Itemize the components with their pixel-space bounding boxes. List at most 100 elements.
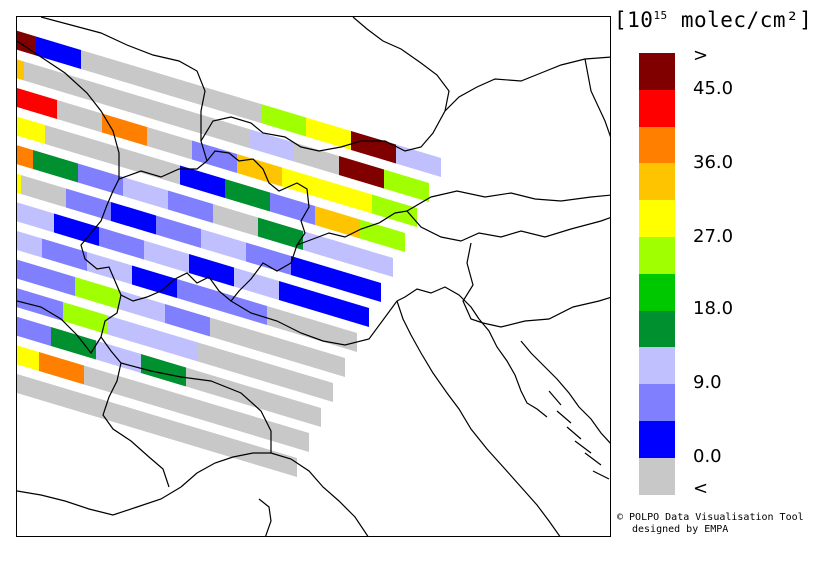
swath-pixel <box>225 179 270 212</box>
corsica-outline <box>258 498 272 536</box>
swath-pixel <box>129 379 174 412</box>
swath-pixel <box>324 294 369 327</box>
credit-line-1: © POLPO Data Visualisation Tool <box>617 512 804 523</box>
swath-pixel <box>171 77 216 110</box>
swath-pixel <box>102 113 147 146</box>
legend-swatch-0-4.5 <box>639 421 675 459</box>
swath-pixel <box>384 169 429 202</box>
swath-pixel <box>39 352 84 385</box>
swath-pixel <box>17 173 21 194</box>
unit-suffix: molec/cm²] <box>667 8 813 32</box>
swath-pixel <box>258 217 303 250</box>
swath-pixel <box>234 267 279 300</box>
austria-east-border <box>584 58 610 138</box>
legend-swatch-27-31.5 <box>639 200 675 238</box>
swath-pixel <box>336 269 381 302</box>
swath-pixel <box>120 290 165 323</box>
swath-pixel <box>96 340 141 373</box>
swath-pixel <box>111 202 156 235</box>
swath-pixel <box>126 63 171 96</box>
swath-pixel <box>294 142 339 175</box>
swath-pixel <box>339 156 384 189</box>
swath-pixel <box>237 154 282 187</box>
venice-lagoon-coast <box>396 286 480 320</box>
swath-pixel <box>315 206 360 239</box>
legend-swatch-18-22.5 <box>639 273 675 312</box>
swath-pixel <box>17 59 24 81</box>
swath-pixel <box>219 406 264 439</box>
slovenia-border <box>462 242 610 328</box>
swath-pixel <box>327 181 372 214</box>
swath-pixel <box>306 117 351 150</box>
swath-pixel <box>42 238 87 271</box>
map-panel[interactable] <box>16 16 611 537</box>
legend-swatch-above-max <box>639 53 675 91</box>
swath-pixel <box>147 127 192 160</box>
swath-pixel <box>75 277 120 310</box>
swath-pixel <box>279 281 324 314</box>
map-canvas <box>17 17 610 536</box>
legend-swatch-36-40.5 <box>639 126 675 164</box>
swath-pixel <box>189 254 234 287</box>
swath-pixel <box>165 304 210 337</box>
unit-prefix: [10 <box>614 8 654 32</box>
germany-border <box>200 56 610 162</box>
swath-pixel <box>267 306 312 339</box>
swath-pixel <box>243 356 288 389</box>
swath-pixel <box>210 317 255 350</box>
swath-pixel <box>156 215 201 248</box>
germany-france-border <box>17 40 120 179</box>
swath-pixel <box>288 369 333 402</box>
swath-pixel <box>17 374 27 396</box>
swath-pixel <box>213 204 258 237</box>
austria-slovenia-border <box>406 190 610 212</box>
swath-pixel <box>117 404 162 437</box>
legend-swatch-13.5-18 <box>639 310 675 348</box>
swath-pixel <box>33 150 78 183</box>
czech-border <box>352 17 450 112</box>
swath-pixel <box>159 102 204 135</box>
legend-swatch-below-min <box>639 457 675 496</box>
swath-pixel <box>132 265 177 298</box>
swath-pixel <box>252 444 297 477</box>
swath-pixel <box>276 394 321 427</box>
swath-pixel <box>108 315 153 348</box>
po-valley-border <box>230 300 398 346</box>
france-italy-border <box>100 294 170 488</box>
swath-pixel <box>27 377 72 410</box>
swath-pixel <box>81 50 126 83</box>
swath-pixel <box>17 88 57 119</box>
legend-swatch-31.5-36 <box>639 163 675 201</box>
swath-pixel <box>84 365 129 398</box>
croatia-coast <box>520 340 610 444</box>
legend-swatch-4.5-9 <box>639 384 675 422</box>
legend-tick-label: > <box>693 45 709 66</box>
swath-pixel <box>69 75 114 108</box>
swath-pixel <box>78 163 123 196</box>
swath-pixel <box>90 138 135 171</box>
swath-pixel <box>17 116 45 144</box>
swath-pixel <box>51 327 96 360</box>
swath-pixel <box>72 390 117 423</box>
legend-swatch-9-13.5 <box>639 347 675 385</box>
swath-pixel <box>135 152 180 185</box>
swath-pixel <box>17 30 36 56</box>
swath-pixel <box>300 344 345 377</box>
ligurian-coast <box>180 452 369 536</box>
swath-pixel <box>63 302 108 335</box>
legend-swatch-22.5-27 <box>639 237 675 275</box>
swath-pixel <box>17 231 42 258</box>
swath-pixel <box>231 381 276 414</box>
italy-adriatic-coast <box>396 300 561 536</box>
legend-swatch-40.5-45 <box>639 89 675 128</box>
swath-pixel <box>204 115 249 148</box>
swath-pixel <box>351 131 396 164</box>
swath-pixel <box>216 90 261 123</box>
swath-pixel <box>291 256 336 289</box>
italy-interior-border <box>120 362 272 453</box>
rhone-border <box>17 300 102 355</box>
swath-pixel <box>177 279 222 312</box>
swath-pixel <box>45 125 90 158</box>
legend-tick-label: < <box>693 478 709 499</box>
swath-pixel <box>255 331 300 364</box>
